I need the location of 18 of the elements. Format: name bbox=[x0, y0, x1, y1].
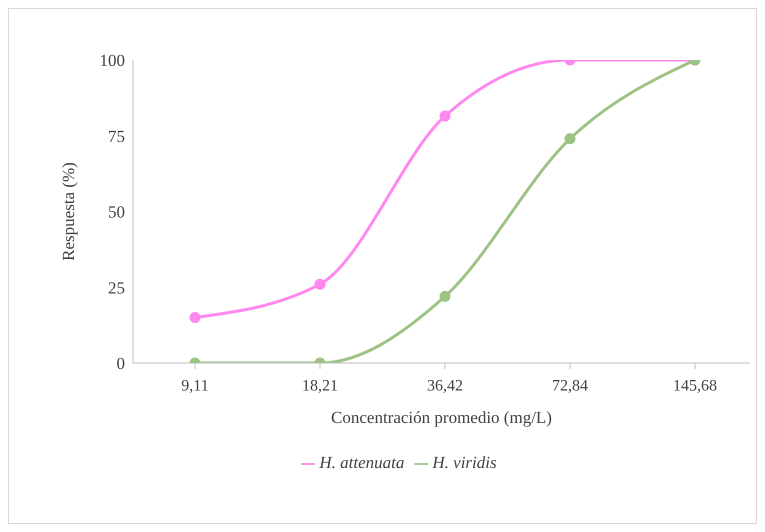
x-tick-label: 145,68 bbox=[673, 377, 717, 394]
y-tick-label: 0 bbox=[116, 354, 125, 374]
y-axis-title: Respuesta (%) bbox=[59, 162, 78, 261]
x-tick-label: 9,11 bbox=[181, 377, 209, 394]
point bbox=[440, 290, 450, 302]
y-tick-label: 50 bbox=[108, 202, 125, 222]
x-tick-label: 72,84 bbox=[552, 377, 588, 394]
y-tick-label: 25 bbox=[108, 278, 125, 298]
point bbox=[314, 278, 326, 290]
y-tick-label: 100 bbox=[100, 51, 125, 70]
legend-label: H. attenuata bbox=[319, 453, 404, 472]
x-tick-label: 36,42 bbox=[427, 377, 463, 394]
y-tick-label: 75 bbox=[108, 126, 125, 146]
point bbox=[440, 110, 450, 122]
x-tick-label: 18,21 bbox=[302, 377, 338, 394]
legend-label: H. viridis bbox=[432, 453, 497, 472]
point bbox=[564, 133, 576, 144]
x-axis-title: Concentración promedio (mg/L) bbox=[331, 408, 552, 427]
